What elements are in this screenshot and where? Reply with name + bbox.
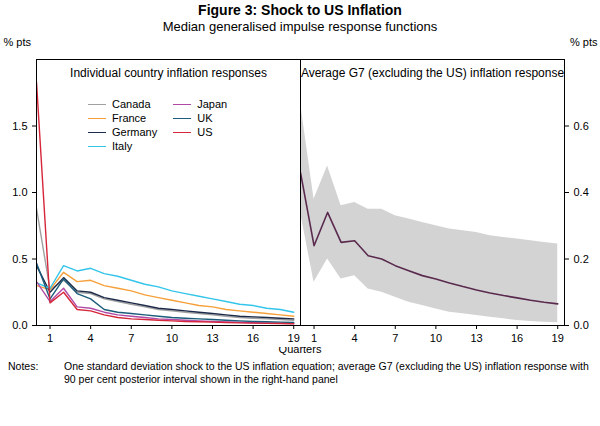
html-text:US: US (197, 126, 213, 138)
html-text:Quarters: Quarters (278, 343, 322, 355)
svg-text:7: 7 (128, 332, 134, 344)
svg-text:4: 4 (88, 332, 94, 344)
svg-text:1.5: 1.5 (12, 120, 27, 132)
svg-text:7: 7 (392, 332, 398, 344)
svg-text:% pts: % pts (4, 36, 32, 48)
svg-text:13: 13 (470, 332, 482, 344)
svg-text:0.5: 0.5 (12, 253, 27, 265)
svg-text:Individual country inflation r: Individual country inflation responses (70, 66, 267, 80)
svg-text:Average G7 (excluding the US): Average G7 (excluding the US) inflation … (301, 66, 565, 80)
svg-text:19: 19 (552, 332, 564, 344)
html-text:France: France (112, 112, 147, 124)
svg-text:0.0: 0.0 (574, 319, 589, 331)
svg-text:13: 13 (206, 332, 218, 344)
html-text:One standard deviation shock t: One standard deviation shock to the US i… (64, 360, 589, 385)
html-text:Median generalised impulse res: Median generalised impulse response func… (162, 19, 438, 34)
svg-text:0.4: 0.4 (574, 186, 589, 198)
svg-text:16: 16 (511, 332, 523, 344)
svg-text:0.0: 0.0 (12, 319, 27, 331)
svg-text:19: 19 (288, 332, 300, 344)
svg-text:% pts: % pts (570, 36, 598, 48)
svg-text:16: 16 (247, 332, 259, 344)
svg-text:1: 1 (311, 332, 317, 344)
svg-text:10: 10 (430, 332, 442, 344)
html-text:Figure 3: Shock to US Inflatio: Figure 3: Shock to US Inflation (198, 2, 402, 18)
html-text:UK: UK (197, 112, 213, 124)
svg-text:1.0: 1.0 (12, 186, 27, 198)
svg-text:1: 1 (47, 332, 53, 344)
html-text:Canada: Canada (112, 98, 151, 110)
html-text:Japan: Japan (197, 98, 228, 110)
svg-text:4: 4 (352, 332, 358, 344)
html-text:Germany: Germany (112, 126, 158, 138)
html-text:Notes:: Notes: (8, 360, 39, 372)
svg-text:10: 10 (166, 332, 178, 344)
svg-text:0.6: 0.6 (574, 120, 589, 132)
svg-text:0.2: 0.2 (574, 253, 589, 265)
html-text:Italy: Italy (112, 140, 133, 152)
